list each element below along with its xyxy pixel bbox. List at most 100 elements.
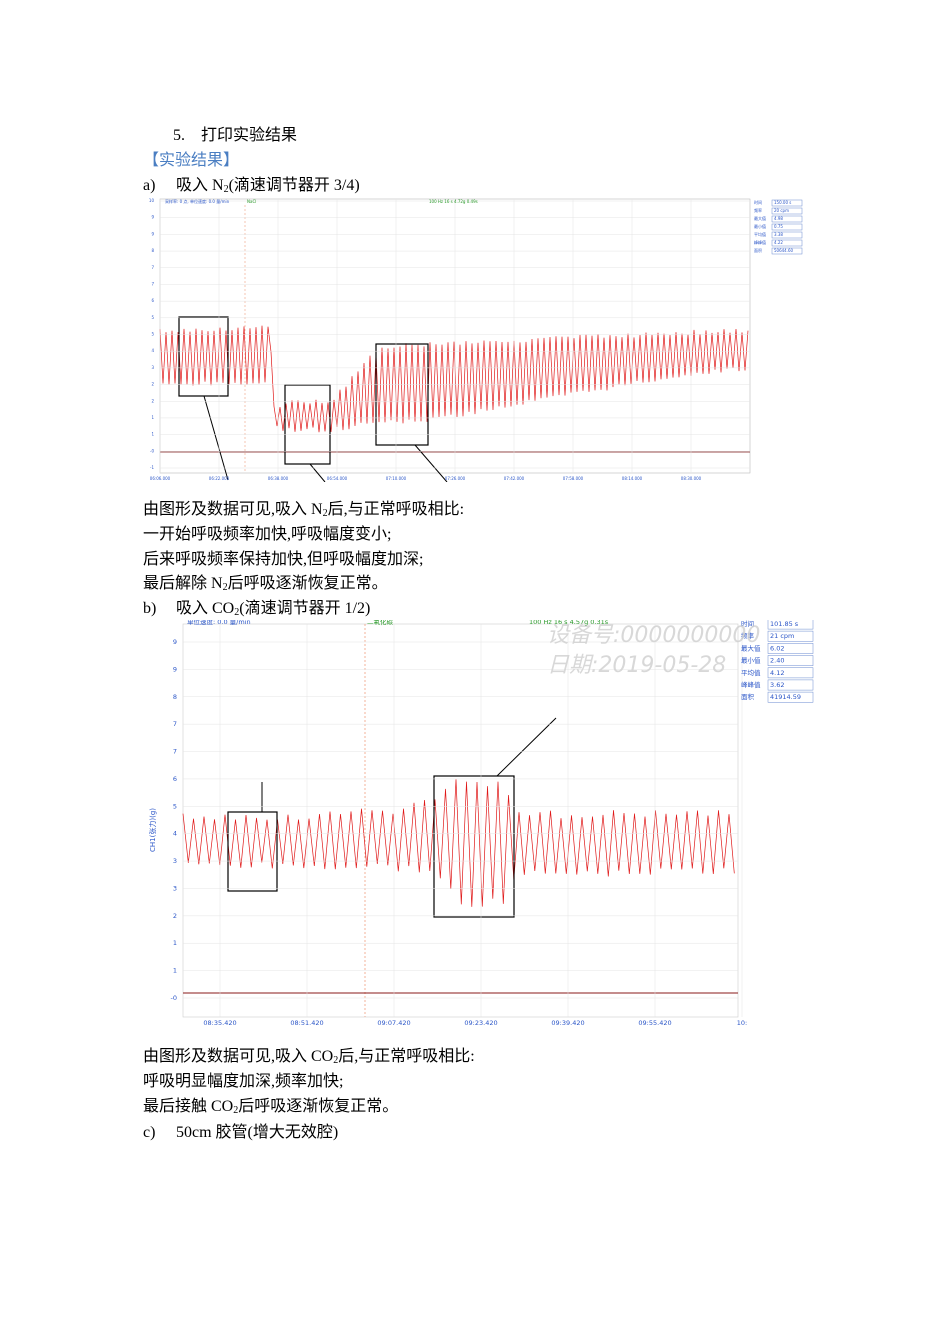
x-tick-label: 08:35.420 xyxy=(203,1019,236,1027)
x-tick-label: 07:58.000 xyxy=(563,476,584,481)
stat-label: 频率 xyxy=(741,631,755,640)
note-line: 最后接触 CO2后呼吸逐渐恢复正常。 xyxy=(143,1097,398,1121)
y-tick-label: 9 xyxy=(151,215,154,220)
y-tick-label: 5 xyxy=(151,315,154,320)
highlight-box xyxy=(375,343,429,446)
x-tick-label: 09:23.420 xyxy=(464,1019,497,1027)
stat-value: 0.75 xyxy=(774,224,783,229)
stat-label: 平均值 xyxy=(741,668,761,677)
note-line: 一开始呼吸频率加快,呼吸幅度变小; xyxy=(143,526,392,543)
watermark: 日期:2019-05-28 xyxy=(547,653,726,678)
highlight-box xyxy=(178,316,229,397)
y-tick-label: 1 xyxy=(173,967,177,975)
header-text: 单位速度: 0.0 量/min xyxy=(187,620,251,626)
stat-value: 4.22 xyxy=(774,240,783,245)
header-text: NaCl xyxy=(247,199,256,204)
y-tick-label: 7 xyxy=(173,748,177,756)
stat-box xyxy=(767,620,814,630)
y-tick-label: 2 xyxy=(173,912,177,920)
stat-label: 平均值 xyxy=(754,231,766,237)
header-text: 100 Hz 16 s 4.72g 0.49s xyxy=(429,199,478,204)
y-tick-label: 9 xyxy=(173,665,177,673)
annotation-line xyxy=(496,717,557,777)
stat-box xyxy=(771,215,803,223)
note-line: 后来呼吸频率保持加快,但呼吸幅度加深; xyxy=(143,551,424,568)
stat-label: 面积 xyxy=(741,692,755,701)
figure-b: 9 9 8 7 7 6 5 4 3 3 2 1 1 -0 08:35.420 08:51.420 09:07.4… xyxy=(147,620,817,1032)
y-tick-label: 1 xyxy=(151,432,154,437)
y-tick-label: 8 xyxy=(151,248,154,253)
subscript: 2 xyxy=(322,508,328,519)
subscript: 2 xyxy=(234,607,240,618)
note-line: 由图形及数据可见,吸入 N2后,与正常呼吸相比: xyxy=(143,500,464,524)
x-tick-label: 06:22.000 xyxy=(209,476,230,481)
note-text: 由图形及数据可见,吸入 CO xyxy=(143,1048,334,1065)
y-tick-label: 6 xyxy=(173,775,177,783)
note-text: 后,与正常呼吸相比: xyxy=(327,501,465,518)
note-line: 呼吸明显幅度加深,频率加快; xyxy=(143,1073,344,1090)
stat-box xyxy=(771,239,803,247)
annotation-line xyxy=(203,395,229,481)
x-tick-label: 10: xyxy=(737,1019,747,1027)
stat-label: 面积 xyxy=(754,247,762,253)
stat-box xyxy=(767,667,814,679)
stat-label: 峰峰值 xyxy=(741,680,761,689)
y-tick-label: 5 xyxy=(151,332,154,337)
x-tick-label: 07:42.000 xyxy=(504,476,525,481)
note-line: 由图形及数据可见,吸入 CO2后,与正常呼吸相比: xyxy=(143,1047,475,1071)
stat-box xyxy=(771,223,803,231)
y-tick-label: 4 xyxy=(151,348,154,353)
item-a: a) 吸入 N2(滴速调节器开 3/4) xyxy=(143,176,360,200)
item-label: c) xyxy=(143,1124,156,1141)
stat-box xyxy=(767,691,814,703)
item-b: b) 吸入 CO2(滴速调节器开 1/2) xyxy=(143,599,370,623)
section-text: 打印实验结果 xyxy=(201,127,298,144)
note-text: 后,与正常呼吸相比: xyxy=(338,1048,475,1065)
header-text: 100 Hz 16 s 4.57g 0.31s xyxy=(529,620,609,626)
stat-value: 21 cpm xyxy=(770,632,794,640)
y-tick-label: 10 xyxy=(149,198,155,203)
stat-value: 50644.60 xyxy=(774,248,794,253)
heading: 【实验结果】 xyxy=(143,152,240,169)
stat-box xyxy=(767,643,814,654)
stat-label: 峰峰值 xyxy=(754,239,766,245)
stat-value: 6.02 xyxy=(770,644,784,652)
y-tick-label: 4 xyxy=(173,830,177,838)
section-number: 5. xyxy=(173,127,185,144)
y-tick-label: 7 xyxy=(173,720,177,728)
trace xyxy=(182,779,735,907)
y-tick-label: -0 xyxy=(150,448,154,453)
y-tick-label: 7 xyxy=(151,281,154,286)
y-tick-label: 8 xyxy=(173,693,177,701)
highlight-box xyxy=(227,811,278,892)
y-tick-label: 3 xyxy=(173,884,177,892)
trace xyxy=(159,325,749,433)
x-tick-label: 06:06.000 xyxy=(150,476,171,481)
y-tick-label: 1 xyxy=(173,939,177,947)
stat-value: 3.38 xyxy=(774,232,783,237)
stat-box xyxy=(771,247,803,255)
stat-box xyxy=(767,630,814,642)
item-label: b) xyxy=(143,600,157,617)
stat-value: 3.62 xyxy=(770,681,784,689)
y-tick-label: 3 xyxy=(151,365,154,370)
note-text: 最后接触 CO xyxy=(143,1098,234,1115)
note-text: 最后解除 N xyxy=(143,575,223,592)
stat-box xyxy=(767,679,814,691)
stat-value: 2.40 xyxy=(770,657,784,665)
x-tick-label: 09:07.420 xyxy=(377,1019,410,1027)
x-tick-label: 08:30.000 xyxy=(681,476,702,481)
note-text: 后呼吸逐渐恢复正常。 xyxy=(227,575,388,592)
x-tick-label: 06:54.000 xyxy=(327,476,348,481)
header-text: 采样率: 0 点, 单位速度: 0.0 量/min xyxy=(165,198,230,204)
item-label: a) xyxy=(143,177,156,194)
y-axis-title: CH1(张力)(g) xyxy=(148,808,157,852)
y-tick-label: -0 xyxy=(171,994,177,1002)
x-tick-label: 08:14.000 xyxy=(622,476,643,481)
item-text: (滴速调节器开 3/4) xyxy=(228,177,360,194)
x-tick-label: 07:10.000 xyxy=(386,476,407,481)
subscript: 2 xyxy=(223,184,229,195)
item-c: c) 50cm 胶管(增大无效腔) xyxy=(143,1123,338,1143)
stat-label: 最大值 xyxy=(754,215,766,221)
